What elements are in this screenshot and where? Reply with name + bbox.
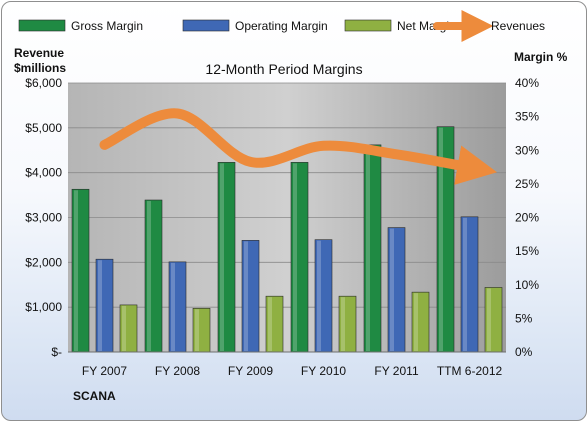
right-axis-title: Margin % — [514, 50, 568, 64]
bar-highlight — [390, 228, 394, 351]
bar-highlight — [487, 288, 491, 351]
left-tick-label: $- — [51, 345, 62, 359]
legend-swatch — [344, 19, 392, 32]
right-tick-label: 20% — [515, 211, 539, 225]
left-tick-label: $3,000 — [25, 211, 62, 225]
legend: Gross Margin Operating Margin Net Margin Re… — [18, 10, 545, 42]
bar-highlight — [317, 240, 321, 351]
bar-highlight — [414, 293, 418, 351]
company-name: SCANA — [73, 389, 116, 403]
category-label: FY 2009 — [228, 364, 273, 378]
left-tick-label: $1,000 — [25, 300, 62, 314]
right-tick-label: 25% — [515, 177, 539, 191]
legend-swatch — [18, 19, 66, 32]
bar-highlight — [220, 163, 224, 351]
bar-highlight — [366, 145, 370, 351]
bar-highlight — [171, 262, 175, 351]
bar-highlight — [268, 297, 272, 351]
left-tick-label: $5,000 — [25, 121, 62, 135]
bar-highlight — [122, 305, 126, 351]
category-label: FY 2011 — [374, 364, 419, 378]
left-tick-label: $4,000 — [25, 166, 62, 180]
right-tick-label: 5% — [515, 311, 533, 325]
left-axis-title-line1: Revenue — [14, 46, 64, 60]
left-tick-label: $2,000 — [25, 255, 62, 269]
bar-highlight — [341, 297, 345, 351]
bar-highlight — [195, 309, 199, 351]
bar-highlight — [147, 201, 151, 351]
category-label: TTM 6-2012 — [437, 364, 503, 378]
right-tick-label: 0% — [515, 345, 533, 359]
category-label: FY 2010 — [301, 364, 346, 378]
revenue-line — [99, 108, 498, 185]
right-tick-label: 35% — [515, 110, 539, 124]
chart-title: 12-Month Period Margins — [205, 61, 362, 77]
bar-highlight — [74, 190, 78, 351]
bar-highlight — [293, 163, 297, 351]
axes: $- $1,000 $2,000 $3,000 $4,000 $5,000 $6,000 0%… — [25, 76, 539, 378]
legend-label: Revenues — [491, 19, 545, 33]
left-axis-title-line2: $millions — [14, 61, 66, 75]
revenue-line-path — [99, 108, 498, 185]
right-tick-label: 15% — [515, 244, 539, 258]
legend-swatch — [182, 19, 230, 32]
bar-highlight — [244, 241, 248, 351]
category-label: FY 2007 — [82, 364, 127, 378]
legend-label: Operating Margin — [235, 19, 328, 33]
bar-highlight — [463, 217, 467, 351]
right-tick-label: 40% — [515, 76, 539, 90]
right-tick-label: 10% — [515, 278, 539, 292]
left-tick-label: $6,000 — [25, 76, 62, 90]
bar-highlight — [98, 260, 102, 351]
category-label: FY 2008 — [155, 364, 200, 378]
legend-label: Gross Margin — [71, 19, 143, 33]
right-tick-label: 30% — [515, 143, 539, 157]
bar-highlight — [439, 127, 443, 352]
